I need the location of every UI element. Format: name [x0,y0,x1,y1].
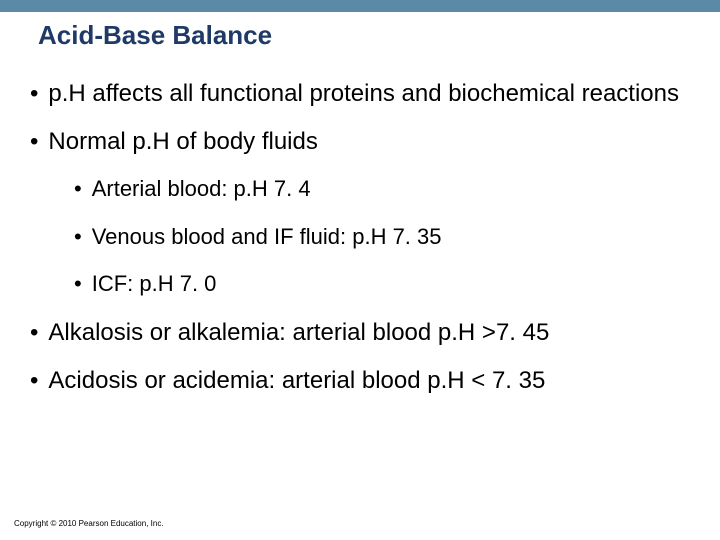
bullet-item: • Normal p.H of body fluids [30,127,690,157]
bullet-item: • Acidosis or acidemia: arterial blood p… [30,366,690,396]
bullet-text: Alkalosis or alkalemia: arterial blood p… [48,318,549,348]
bullet-dot-icon: • [74,270,82,298]
copyright-text: Copyright © 2010 Pearson Education, Inc. [14,519,164,528]
bullet-dot-icon: • [30,79,38,109]
bullet-text: Venous blood and IF fluid: p.H 7. 35 [92,223,442,251]
sub-bullet-group: • Arterial blood: p.H 7. 4 • Venous bloo… [30,175,690,298]
bullet-item: • Venous blood and IF fluid: p.H 7. 35 [74,223,690,251]
top-accent-bar [0,0,720,12]
slide-title: Acid-Base Balance [0,12,720,51]
bullet-dot-icon: • [74,175,82,203]
bullet-item: • Arterial blood: p.H 7. 4 [74,175,690,203]
bullet-text: Normal p.H of body fluids [48,127,317,157]
bullet-item: • p.H affects all functional proteins an… [30,79,690,109]
bullet-dot-icon: • [30,318,38,348]
bullet-item: • ICF: p.H 7. 0 [74,270,690,298]
bullet-dot-icon: • [74,223,82,251]
bullet-item: • Alkalosis or alkalemia: arterial blood… [30,318,690,348]
bullet-text: ICF: p.H 7. 0 [92,270,217,298]
bullet-dot-icon: • [30,127,38,157]
bullet-dot-icon: • [30,366,38,396]
slide-content: • p.H affects all functional proteins an… [0,51,720,396]
bullet-text: p.H affects all functional proteins and … [48,79,679,109]
bullet-text: Acidosis or acidemia: arterial blood p.H… [48,366,545,396]
bullet-text: Arterial blood: p.H 7. 4 [92,175,311,203]
